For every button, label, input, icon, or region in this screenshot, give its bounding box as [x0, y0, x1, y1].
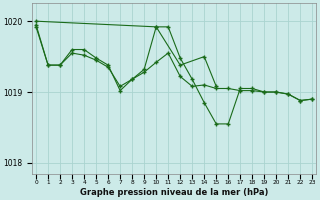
X-axis label: Graphe pression niveau de la mer (hPa): Graphe pression niveau de la mer (hPa) — [80, 188, 268, 197]
